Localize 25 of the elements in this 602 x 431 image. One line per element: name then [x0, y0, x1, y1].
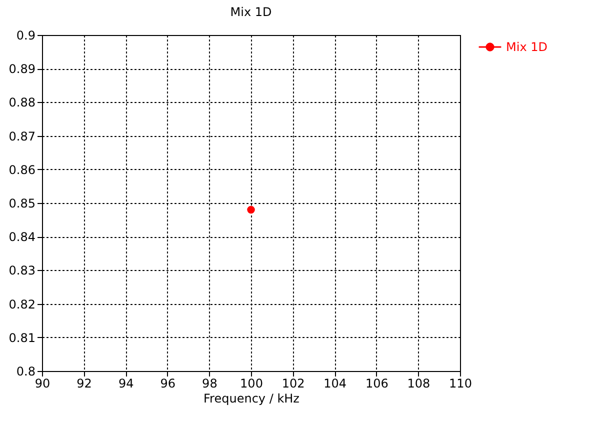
- x-tick-label: 110: [449, 376, 472, 390]
- y-tick-label: 0.86: [8, 162, 36, 177]
- y-tick-label: 0.8: [16, 364, 36, 378]
- x-tick-label: 100: [240, 376, 263, 390]
- y-tick-label: 0.81: [8, 330, 36, 345]
- y-tick-label: 0.87: [8, 129, 36, 144]
- legend-label: Mix 1D: [506, 40, 548, 54]
- y-tick-label: 0.85: [8, 196, 36, 210]
- x-axis-title: Frequency / kHz: [204, 392, 300, 406]
- chart-title: Mix 1D: [230, 5, 272, 19]
- y-tick-label: 0.89: [8, 62, 36, 76]
- x-tick-label: 94: [118, 376, 134, 390]
- x-tick-label: 106: [365, 376, 388, 390]
- x-tick-label: 108: [407, 376, 430, 390]
- y-tick-label: 0.82: [8, 297, 36, 312]
- x-tick-label: 102: [282, 376, 305, 390]
- x-tick-label: 98: [202, 376, 218, 390]
- y-tick-label: 0.84: [8, 230, 36, 244]
- y-tick-label: 0.9: [16, 28, 36, 42]
- x-tick-label: 104: [324, 376, 347, 390]
- x-tick-label: 92: [76, 376, 92, 390]
- y-tick-label: 0.83: [8, 264, 36, 278]
- x-tick-label: 90: [34, 376, 50, 390]
- y-tick-label: 0.88: [8, 96, 36, 110]
- x-tick-label: 96: [160, 376, 176, 390]
